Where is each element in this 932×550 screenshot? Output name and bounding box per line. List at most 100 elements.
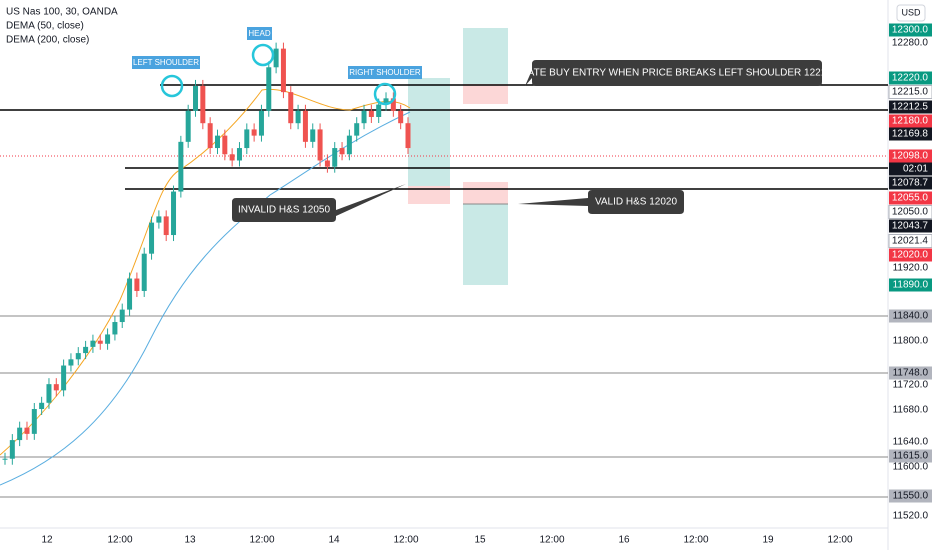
price-label: 11640.0 [893, 437, 929, 448]
price-label-box [888, 205, 932, 219]
price-label: 11890.0 [893, 280, 929, 291]
long-profit-zone [408, 78, 450, 186]
price-label: 11748.0 [893, 368, 929, 379]
callout [232, 184, 406, 222]
price-label: 11840.0 [893, 311, 929, 322]
price-label-box [889, 127, 932, 141]
candle-body [368, 110, 374, 117]
currency-button[interactable] [896, 4, 926, 22]
long-loss-zone [408, 186, 450, 204]
price-label: 12098.0 [892, 151, 929, 162]
time-label: 12 [41, 535, 53, 546]
tag: HEAD [248, 29, 270, 38]
candle-body [31, 409, 37, 434]
candle-body [214, 135, 220, 149]
currency[interactable]: USD [901, 7, 921, 17]
candle-body [295, 110, 301, 124]
candle-body [383, 98, 389, 105]
candle-body [310, 129, 316, 142]
indicator-name: DEMA (200, close) [6, 35, 89, 46]
tag-box [132, 56, 200, 69]
candle-body [163, 216, 169, 236]
time-label: 15 [474, 535, 486, 546]
candle-body [2, 458, 8, 460]
candle-body [112, 322, 118, 335]
price-label-box [889, 219, 932, 233]
candle-body [405, 123, 411, 149]
candle-body [178, 141, 184, 192]
callout-text: INVALID H&S 12050 [238, 205, 331, 216]
price-label: 12280.0 [892, 38, 929, 49]
time-label: 12:00 [393, 535, 418, 546]
candle-body [119, 309, 125, 323]
time-axis: 12 12:00 13 12:00 14 12:00 15 12:00 16 12:00 19 12:… [41, 535, 853, 546]
candle-body [17, 427, 23, 441]
price-label: 11615.0 [893, 451, 929, 462]
price-label-box [889, 149, 932, 163]
price-label-box [889, 114, 932, 128]
price-label: 12212.5 [892, 102, 929, 113]
candle-body [258, 110, 264, 136]
candle-body [24, 427, 30, 434]
price-label-box [889, 176, 932, 190]
price-label-box [889, 100, 932, 114]
time-label: 12:00 [683, 535, 708, 546]
symbol-title: US Nas 100, 30, OANDA [6, 7, 118, 18]
candle-body [141, 253, 147, 291]
candle-body [288, 92, 294, 124]
price-label: 11600.0 [893, 462, 929, 473]
candle-body [193, 85, 199, 111]
tag-box [348, 66, 422, 79]
candle-body [53, 384, 59, 391]
price-label-box [889, 23, 932, 37]
candle-body [9, 440, 15, 459]
price-label: 12078.7 [892, 178, 929, 189]
price-label: 12215.0 [892, 87, 929, 98]
candle-body [105, 334, 111, 344]
price-label: 11920.0 [893, 263, 929, 274]
candle-body [332, 148, 338, 167]
price-label: 12021.4 [892, 236, 929, 247]
price-label-box [889, 489, 932, 503]
time-label: 13 [184, 535, 196, 546]
price-label: 11520.0 [893, 511, 929, 522]
price-label: 12169.8 [892, 129, 929, 140]
price-label: 12050.0 [892, 207, 929, 218]
time-label: 14 [328, 535, 340, 546]
candle-body [390, 98, 396, 111]
candle-body [376, 104, 382, 117]
candle-body [171, 191, 177, 236]
price-label-box [889, 278, 932, 292]
candle-body [273, 48, 279, 68]
candle-body [68, 359, 74, 366]
candles [2, 42, 411, 465]
indicator-name: DEMA (50, close) [6, 21, 84, 32]
price-label-box [888, 234, 932, 248]
price-label: 12043.7 [892, 221, 929, 232]
candle-body [244, 129, 250, 149]
candle-body [39, 402, 45, 410]
candle-body [149, 222, 155, 254]
price-label: 02:01 [903, 164, 928, 175]
time-label: 16 [618, 535, 630, 546]
callout-text: VALID H&S 12020 [595, 197, 678, 208]
candle-body [156, 216, 162, 223]
price-label-box [889, 162, 932, 176]
short-loss-zone [463, 182, 508, 204]
price-label-box [889, 248, 932, 262]
tag: RIGHT SHOULDER [349, 68, 421, 77]
tag-box [247, 27, 272, 40]
time-label: 12:00 [107, 535, 132, 546]
late-profit-zone [463, 28, 508, 84]
price-label: 12055.0 [892, 193, 929, 204]
candle-body [266, 67, 272, 111]
callout-text: LATE BUY ENTRY WHEN PRICE BREAKS LEFT SH… [522, 68, 832, 79]
candle-body [229, 154, 235, 161]
candle-body [354, 123, 360, 136]
candle-body [398, 110, 404, 124]
candle-body [222, 135, 228, 155]
candle-body [46, 384, 52, 403]
candle-body [75, 353, 81, 360]
late-loss-zone [463, 84, 508, 104]
